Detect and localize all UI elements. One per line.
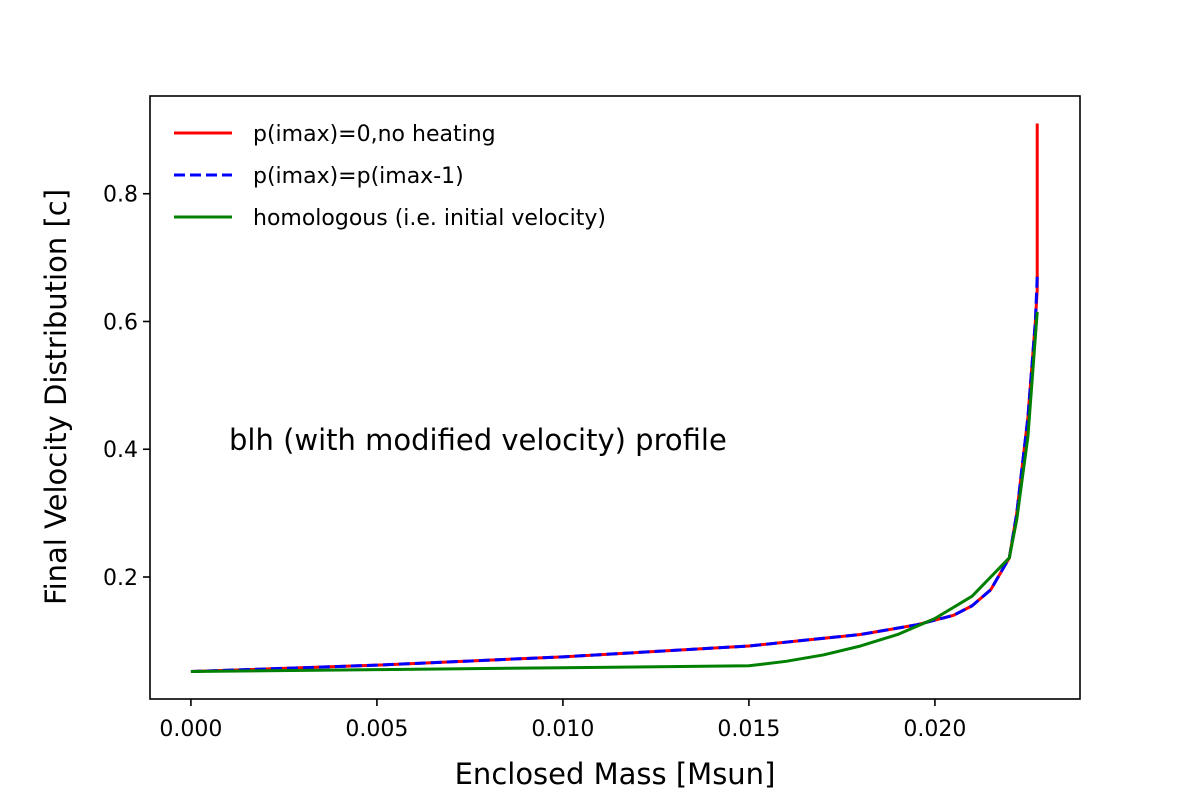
y-tick-label: 0.8 (103, 183, 138, 208)
x-tick-label: 0.010 (531, 717, 594, 742)
y-tick-label: 0.6 (103, 310, 138, 335)
legend: p(imax)=0,no heating p(imax)=p(imax-1) hom… (174, 122, 606, 231)
x-tick-label: 0.005 (345, 717, 408, 742)
y-axis-label: Final Velocity Distribution [c] (39, 189, 73, 605)
series-line-2 (190, 276, 1039, 674)
x-axis-ticks: 0.000 0.005 0.010 0.015 0.020 (159, 699, 966, 742)
legend-label-1: p(imax)=0,no heating (253, 122, 496, 147)
x-tick-label: 0.020 (903, 717, 966, 742)
x-tick-label: 0.015 (717, 717, 780, 742)
legend-label-2: p(imax)=p(imax-1) (253, 164, 464, 189)
plot-frame (149, 95, 1081, 700)
plot-area (150, 96, 1080, 699)
y-axis-ticks: 0.2 0.4 0.6 0.8 (103, 183, 150, 591)
y-tick-label: 0.4 (103, 438, 138, 463)
x-tick-label: 0.000 (159, 717, 222, 742)
annotation-text: blh (with modified velocity) profile (229, 423, 727, 457)
series-layer (190, 123, 1039, 674)
series-line-3 (190, 311, 1039, 674)
x-axis-label: Enclosed Mass [Msun] (455, 757, 776, 791)
legend-label-3: homologous (i.e. initial velocity) (253, 206, 606, 231)
y-tick-label: 0.2 (103, 566, 138, 591)
